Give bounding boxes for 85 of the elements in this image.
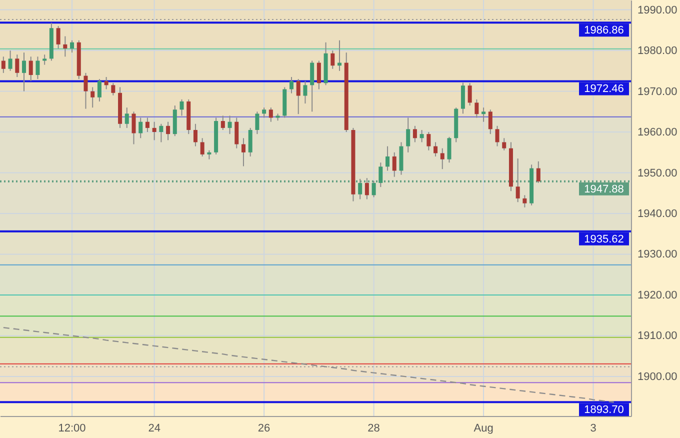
candlestick: [268, 107, 273, 122]
candlestick: [392, 152, 396, 178]
candlestick: [420, 129, 424, 143]
candlestick: [42, 54, 47, 66]
candlestick: [241, 138, 246, 167]
candlestick: [372, 180, 376, 198]
y-tick-label: 1920.00: [638, 289, 678, 302]
candlestick: [63, 36, 68, 58]
candlestick: [28, 56, 33, 82]
y-tick-label: 1930.00: [638, 248, 678, 261]
x-tick-label: 28: [368, 422, 380, 434]
candlestick: [90, 86, 95, 108]
candlestick: [495, 125, 500, 147]
candlestick: [228, 115, 232, 135]
candlestick: [234, 117, 239, 149]
candlestick: [289, 76, 294, 94]
candlestick: [104, 76, 108, 90]
candlestick: [364, 178, 369, 200]
candlestick: [434, 142, 438, 157]
candlestick: [8, 50, 12, 72]
candlestick: [262, 107, 266, 118]
candlestick: [220, 115, 225, 130]
candlestick: [1, 56, 6, 74]
candlestick: [193, 123, 198, 147]
candlestick: [296, 78, 300, 115]
candlestick: [84, 72, 88, 110]
candlestick: [378, 162, 383, 188]
candlestick: [482, 107, 486, 122]
x-tick-label: 3: [590, 422, 596, 434]
candlestick: [468, 82, 472, 106]
candlestick: [132, 111, 136, 145]
candlestick: [111, 82, 116, 96]
candlestick: [124, 107, 129, 128]
candlestick: [303, 80, 308, 104]
candlestick: [412, 125, 417, 143]
candlestick: [159, 123, 164, 143]
ref-line-label: 1935.62: [584, 233, 624, 246]
candlestick: [152, 121, 156, 141]
candlestick: [447, 136, 452, 164]
candlestick: [97, 78, 102, 102]
ref-line-label: 1972.46: [584, 83, 624, 96]
candlestick: [166, 121, 170, 141]
candlestick: [406, 117, 410, 153]
candlestick: [316, 60, 321, 90]
candlestick: [536, 160, 540, 184]
candlestick: [386, 146, 390, 172]
candlestick: [70, 40, 74, 54]
ref-line-label: 1893.70: [584, 404, 624, 416]
candlestick: [310, 60, 314, 112]
candlestick: [330, 50, 335, 70]
y-tick-label: 1960.00: [638, 126, 678, 139]
candlestick: [145, 117, 150, 133]
candlestick: [180, 98, 184, 116]
ref-line-label: 1947.88: [584, 183, 624, 196]
candlestick: [22, 52, 26, 92]
line-series: [2, 326, 614, 403]
y-tick-label: 1910.00: [638, 330, 678, 342]
x-tick-label: 26: [258, 422, 270, 434]
y-tick-label: 1940.00: [638, 208, 678, 220]
y-tick-label: 1990.00: [638, 4, 678, 16]
candlestick: [36, 56, 40, 80]
candlestick: [474, 98, 479, 118]
y-tick-label: 1900.00: [638, 370, 678, 383]
candlestick: [502, 138, 506, 151]
candlestick: [56, 26, 60, 49]
candlestick: [248, 127, 252, 157]
candlestick: [15, 54, 20, 78]
candlestick: [488, 109, 492, 135]
y-tick-label: 1980.00: [638, 45, 678, 58]
ref-line-label: 1986.86: [584, 24, 624, 37]
candlestick: [200, 138, 204, 157]
x-tick-label: 12:00: [58, 422, 86, 434]
y-tick-label: 1950.00: [638, 167, 678, 180]
y-tick-label: 1970.00: [638, 86, 678, 98]
x-tick-label: Aug: [474, 422, 494, 434]
candlestick: [440, 148, 444, 170]
candlestick: [138, 117, 143, 139]
candlestick: [516, 158, 520, 203]
candlestick: [460, 82, 465, 114]
candlestick: [358, 178, 362, 200]
candlestick: [522, 194, 527, 208]
x-tick-label: 24: [148, 422, 160, 434]
candlestick: [255, 111, 260, 135]
candlestick: [426, 132, 431, 151]
candlestick: [338, 40, 342, 72]
